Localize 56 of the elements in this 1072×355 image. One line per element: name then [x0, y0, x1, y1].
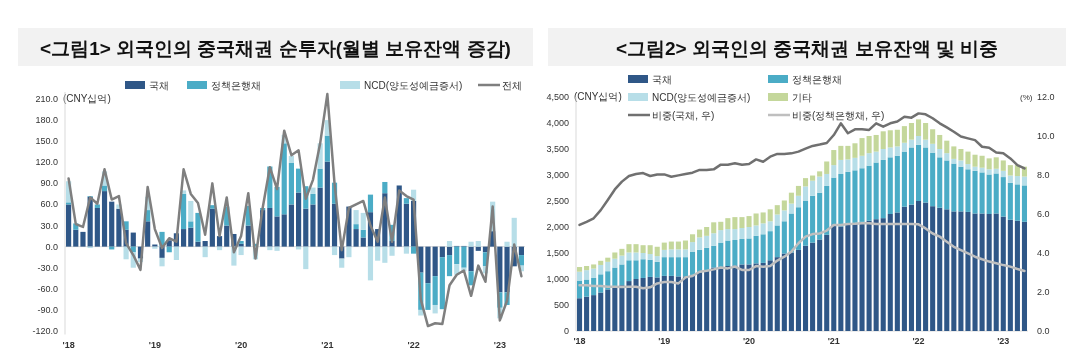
- y-tick-label: -30.0: [37, 262, 58, 273]
- x-tick-label: '18: [62, 339, 75, 350]
- y-tick-label: 210.0: [35, 94, 58, 105]
- y2-tick-label: 0.0: [1037, 326, 1050, 336]
- legend-label: 국채: [149, 80, 169, 91]
- y-tick-label: 1,500: [546, 248, 569, 258]
- y-tick-label: 2,500: [546, 196, 569, 206]
- x-tick-label: '21: [827, 336, 840, 346]
- y-axis-title: (CNY십억): [63, 93, 111, 105]
- legend-label: 국채: [652, 74, 672, 85]
- x-tick-label: '18: [573, 336, 586, 346]
- y2-tick-label: 10.0: [1037, 131, 1055, 141]
- x-tick-label: '22: [407, 339, 420, 350]
- y-tick-label: 30.0: [40, 220, 58, 231]
- legend-label: 비중(정책은행채, 우): [792, 110, 885, 121]
- legend-label: 기타: [792, 92, 812, 103]
- chart-title: <그림2> 외국인의 중국채권 보유잔액 및 비중: [615, 38, 999, 59]
- y-tick-label: -60.0: [37, 283, 58, 294]
- y2-axis-title: (%): [1020, 93, 1033, 102]
- y2-tick-label: 2.0: [1037, 287, 1050, 297]
- x-tick-label: '19: [658, 336, 671, 346]
- x-tick-label: '21: [321, 339, 334, 350]
- y2-tick-label: 6.0: [1037, 209, 1050, 219]
- legend-label: 정책은행채: [211, 80, 261, 91]
- y2-tick-label: 12.0: [1037, 92, 1055, 102]
- y-tick-label: 120.0: [35, 157, 58, 168]
- y-tick-label: 180.0: [35, 115, 58, 126]
- x-tick-label: '22: [912, 336, 925, 346]
- x-tick-label: '23: [997, 336, 1010, 346]
- x-tick-label: '20: [742, 336, 756, 346]
- y-tick-label: 60.0: [40, 199, 58, 210]
- legend-label: NCD(양도성예금증서): [364, 80, 463, 91]
- y-tick-label: 150.0: [35, 136, 58, 147]
- x-tick-label: '23: [493, 339, 506, 350]
- y-tick-label: 3,500: [546, 144, 569, 154]
- y-tick-label: 1,000: [546, 274, 569, 284]
- y-tick-label: 4,500: [546, 92, 569, 102]
- legend-label: NCD(양도성예금증서): [652, 92, 751, 103]
- y-tick-label: 3,000: [546, 170, 569, 180]
- y-tick-label: 0: [563, 326, 569, 336]
- y-tick-label: -90.0: [37, 304, 58, 315]
- legend-label: 비중(국채, 우): [652, 110, 715, 121]
- y-tick-label: 4,000: [546, 118, 569, 128]
- legend-label: 정책은행채: [792, 74, 842, 85]
- x-tick-label: '19: [148, 339, 161, 350]
- y-tick-label: 0.0: [45, 241, 58, 252]
- y2-tick-label: 8.0: [1037, 170, 1050, 180]
- legend-label: 전체: [502, 80, 522, 91]
- y-tick-label: 90.0: [40, 178, 58, 189]
- x-tick-label: '20: [235, 339, 248, 350]
- y-tick-label: 2,000: [546, 222, 569, 232]
- y-tick-label: -120.0: [32, 325, 58, 336]
- chart-title: <그림1> 외국인의 중국채권 순투자(월별 보유잔액 증감): [40, 38, 511, 59]
- y2-tick-label: 4.0: [1037, 248, 1050, 258]
- y-axis-title: (CNY십억): [574, 91, 622, 102]
- y-tick-label: 500: [553, 300, 569, 310]
